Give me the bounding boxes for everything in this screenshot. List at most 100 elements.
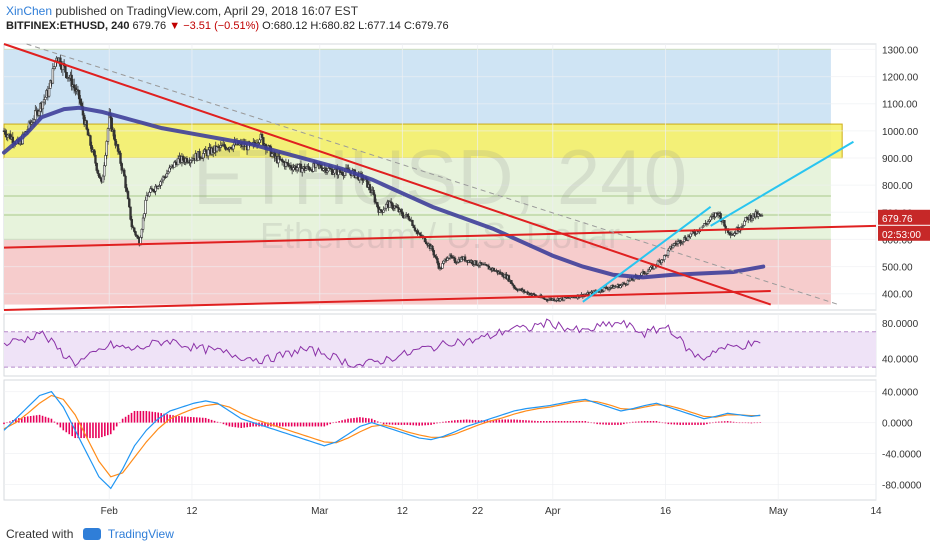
macd-hist-bar: [397, 422, 400, 425]
macd-signal-line: [3, 394, 761, 478]
candle-body: [96, 170, 100, 174]
candle-body: [407, 215, 410, 220]
chart-canvas[interactable]: 400.00500.00600.00700.00800.00900.001000…: [0, 36, 932, 520]
macd-hist-bar: [640, 421, 643, 423]
candle-body: [453, 257, 457, 263]
macd-hist-bar: [391, 422, 394, 425]
macd-hist-bar: [605, 422, 607, 425]
candle-body: [760, 215, 764, 217]
candle-body: [130, 219, 133, 228]
symbol-label: BITFINEX:ETHUSD, 240: [6, 20, 130, 32]
candle-body: [110, 117, 113, 132]
candle-body: [324, 167, 328, 173]
author-link[interactable]: XinChen: [6, 4, 53, 18]
macd-hist-bar: [723, 421, 726, 423]
candle-body: [512, 284, 516, 288]
candle-body: [105, 141, 108, 156]
publish-header: XinChen published on TradingView.com, Ap…: [6, 4, 358, 18]
countdown-tag: [878, 225, 930, 241]
macd-y-tick: -40.0000: [882, 450, 922, 461]
macd-hist-bar: [626, 422, 628, 424]
candle-body: [703, 223, 706, 227]
candle-body: [437, 262, 440, 269]
macd-hist-bar: [599, 422, 601, 425]
macd-hist-bar: [403, 422, 406, 425]
macd-hist-bar: [228, 422, 231, 427]
candle-body: [98, 173, 101, 178]
macd-hist-bar: [379, 422, 382, 424]
candle-body: [522, 289, 526, 293]
macd-hist-bar: [477, 420, 480, 423]
dashed-trendline: [26, 43, 839, 306]
candle-body: [207, 149, 210, 157]
macd-hist-bar: [273, 422, 275, 427]
macd-hist-bar: [136, 410, 139, 423]
macd-hist-bar: [664, 422, 667, 424]
candle-body: [165, 173, 169, 178]
candle-body: [327, 167, 330, 172]
tradingview-link[interactable]: TradingView: [107, 527, 174, 541]
macd-hist-bar: [563, 421, 566, 423]
rsi-y-tick: 80.0000: [882, 319, 919, 330]
candle-body: [333, 169, 336, 174]
macd-hist-bar: [528, 420, 530, 423]
candle-body: [744, 217, 747, 222]
macd-hist-bar: [130, 412, 133, 423]
macd-hist-bar: [341, 420, 343, 423]
macd-hist-bar: [691, 422, 693, 425]
x-tick-label: 12: [397, 506, 409, 517]
price-y-tick: 1200.00: [882, 73, 919, 84]
macd-hist-bar: [661, 422, 664, 424]
macd-hist-bar: [362, 417, 364, 423]
macd-hist-bar: [145, 410, 148, 423]
candle-body: [95, 162, 98, 171]
candle-body: [176, 158, 180, 166]
macd-hist-bar: [593, 422, 595, 424]
candle-body: [181, 156, 185, 161]
candle-body: [42, 99, 46, 103]
macd-hist-bar: [548, 421, 551, 423]
candle-body: [372, 189, 375, 196]
candle-body: [441, 263, 444, 269]
macd-hist-bar: [370, 418, 373, 423]
candle-body: [134, 231, 137, 236]
macd-hist-bar: [448, 421, 450, 423]
candle-body: [99, 177, 102, 180]
candle-body: [144, 199, 147, 214]
candle-body: [406, 213, 409, 217]
macd-hist-bar: [32, 415, 35, 423]
candle-body: [446, 257, 449, 261]
macd-hist-bar: [255, 422, 257, 427]
macd-hist-bar: [483, 420, 486, 423]
macd-hist-bar: [676, 422, 679, 425]
macd-hist-bar: [317, 422, 320, 427]
macd-panel-frame: [3, 379, 877, 501]
macd-hist-bar: [326, 422, 329, 426]
price-y-tick: 1100.00: [882, 100, 918, 111]
macd-hist-bar: [284, 422, 287, 427]
macd-hist-bar: [655, 421, 658, 423]
candle-body: [125, 187, 128, 192]
candle-body: [343, 171, 346, 176]
macd-hist-bar: [112, 422, 115, 431]
macd-hist-bar: [507, 419, 509, 423]
macd-hist-bar: [581, 421, 584, 423]
macd-hist-bar: [160, 413, 162, 423]
last-price: 679.76: [132, 20, 167, 32]
macd-hist-bar: [415, 422, 418, 426]
macd-hist-bar: [181, 416, 183, 423]
candle-body: [413, 227, 417, 231]
macd-hist-bar: [587, 421, 590, 423]
candle-body: [154, 185, 157, 192]
symbol-header: BITFINEX:ETHUSD, 240 679.76 ▼ −3.51 (−0.…: [6, 20, 449, 32]
candle-body: [101, 175, 105, 183]
macd-hist-bar: [356, 417, 358, 423]
candle-body: [72, 84, 76, 89]
candle-body: [425, 241, 428, 245]
macd-hist-bar: [15, 418, 17, 423]
candle-body: [602, 287, 606, 292]
candle-body: [656, 260, 660, 266]
macd-hist-bar: [344, 419, 346, 423]
macd-hist-bar: [47, 417, 50, 423]
candle-body: [94, 154, 97, 164]
